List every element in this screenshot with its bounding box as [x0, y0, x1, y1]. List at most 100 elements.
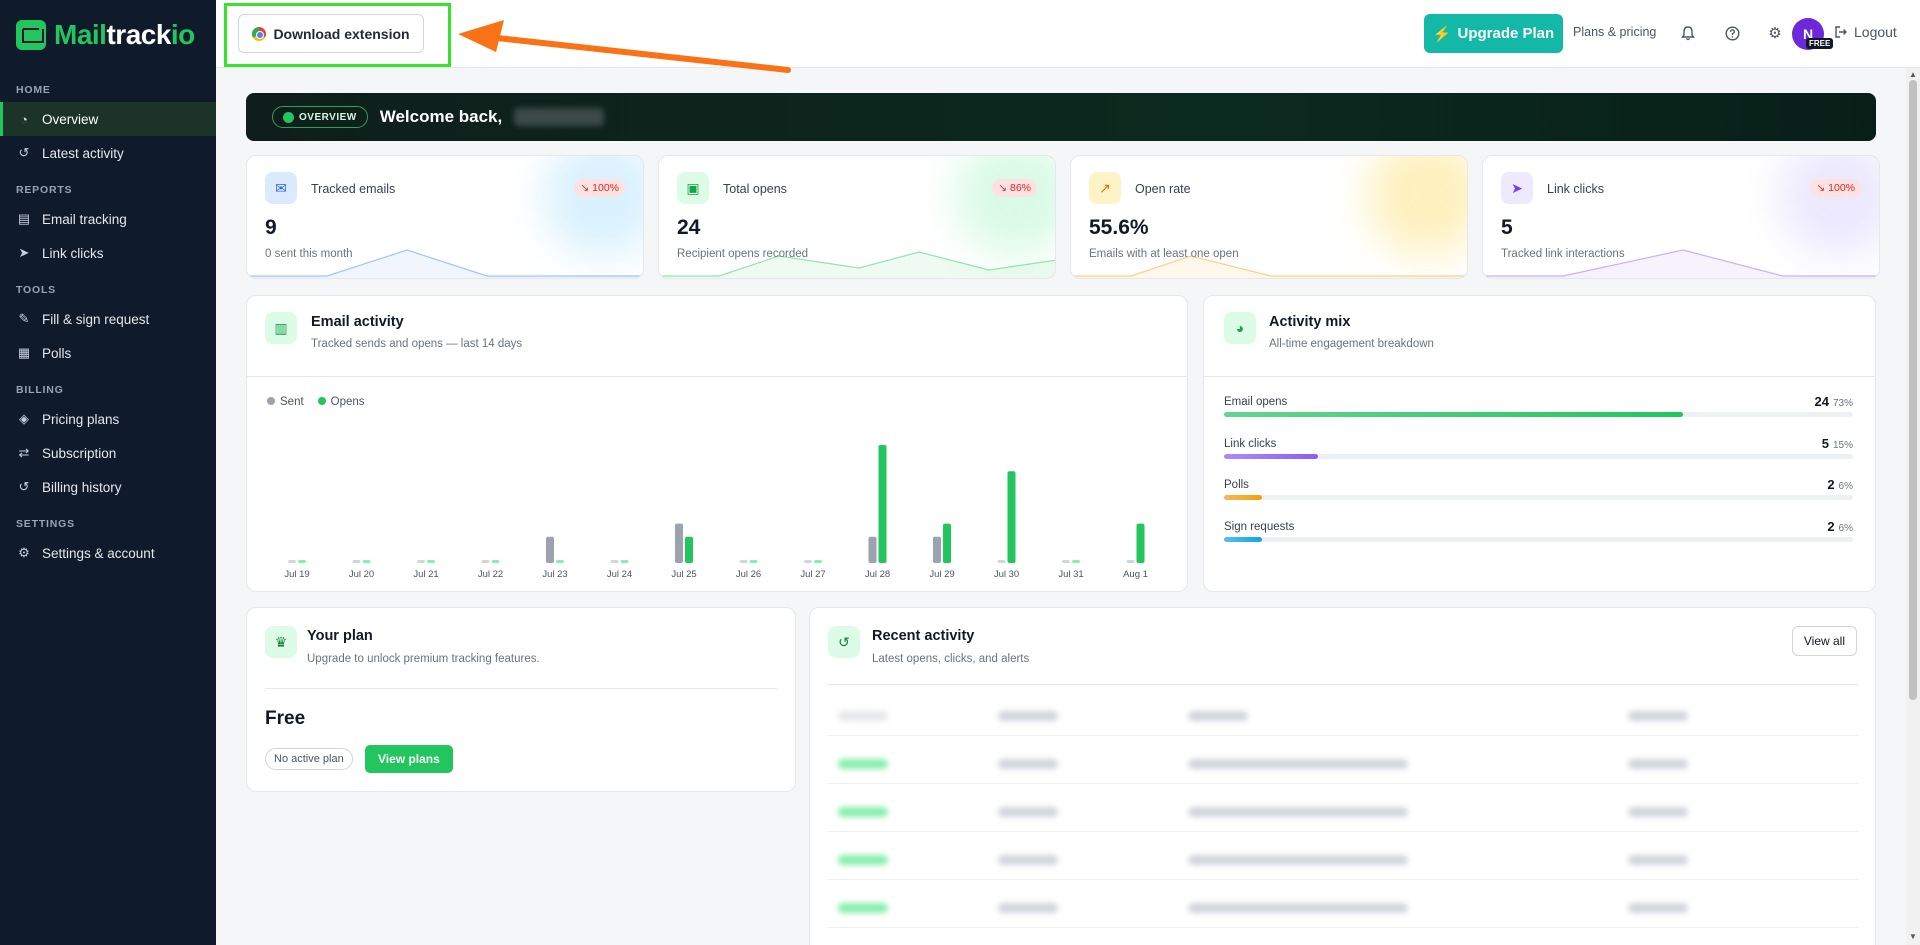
card-glow [543, 156, 643, 256]
help-icon[interactable] [1721, 22, 1743, 44]
table-row [828, 698, 1858, 736]
nav-section-title: SETTINGS [16, 518, 75, 530]
card-glow [1779, 156, 1879, 256]
gauge-icon [283, 111, 294, 123]
cursor-icon: ➤ [18, 245, 30, 260]
x-tick-label: Jul 21 [413, 569, 438, 580]
nav-section-title: REPORTS [16, 184, 73, 196]
mix-label: Link clicks [1224, 437, 1277, 450]
blurred-cell [998, 807, 1058, 817]
sidebar-item-label: Polls [42, 345, 72, 361]
chrome-icon [252, 26, 267, 41]
sidebar-item-label: Billing history [42, 479, 122, 495]
sidebar-item-email-tracking[interactable]: ▤ Email tracking [0, 202, 216, 236]
bar-sent-0[interactable] [288, 560, 296, 563]
sidebar-item-billing-history[interactable]: ↺ Billing history [0, 470, 216, 504]
view-all-button[interactable]: View all [1791, 626, 1857, 656]
stat-value: 55.6% [1089, 216, 1149, 239]
logout-button[interactable]: Logout [1834, 24, 1897, 40]
sidebar: Mailtrackio HOME ◔ Overview ↺ Latest activit… [0, 0, 216, 945]
sidebar-item-label: Settings & account [42, 545, 155, 561]
bar-opens-8[interactable] [814, 560, 822, 563]
settings-gear-icon[interactable]: ⚙ [1768, 25, 1782, 42]
table-row [828, 842, 1858, 880]
mix-row-sign-requests: Sign requests 2 6% [1224, 518, 1853, 542]
x-tick-label: Jul 29 [929, 569, 954, 580]
bar-sent-2[interactable] [417, 560, 425, 563]
bar-sent-3[interactable] [481, 560, 490, 563]
bar-opens-11[interactable] [1007, 471, 1016, 563]
blurred-cell [1188, 759, 1408, 769]
history-icon: ↺ [18, 479, 30, 494]
email-activity-card: ▥ Email activity Tracked sends and opens… [246, 295, 1188, 592]
sidebar-item-polls[interactable]: ▦ Polls [0, 336, 216, 370]
sidebar-item-latest-activity[interactable]: ↺ Latest activity [0, 136, 216, 170]
bar-opens-2[interactable] [427, 560, 435, 563]
bar-sent-10[interactable] [933, 536, 941, 563]
table-row [828, 794, 1858, 832]
bar-opens-4[interactable] [556, 560, 564, 563]
mix-value: 2 6% [1827, 518, 1853, 534]
bar-opens-9[interactable] [878, 445, 887, 563]
pie-chart-icon: ◕ [1224, 312, 1256, 344]
bar-opens-0[interactable] [298, 560, 306, 563]
blurred-cell [838, 855, 888, 865]
stat-subtext: Recipient opens recorded [677, 248, 809, 260]
recent-activity-subtitle: Latest opens, clicks, and alerts [872, 653, 1030, 665]
sidebar-item-label: Latest activity [42, 145, 124, 161]
mix-progress-fill [1224, 453, 1319, 459]
nav-section-title: HOME [16, 84, 51, 96]
sidebar-item-subscription[interactable]: ⇄ Subscription [0, 436, 216, 470]
stat-subtext: Tracked link interactions [1501, 248, 1625, 260]
bar-sent-13[interactable] [1126, 560, 1135, 563]
bar-sent-7[interactable] [739, 560, 748, 563]
sidebar-item-pricing-plans[interactable]: ◈ Pricing plans [0, 402, 216, 436]
blurred-cell [998, 759, 1058, 769]
upgrade-plan-button[interactable]: ⚡ Upgrade Plan [1424, 14, 1563, 53]
page-scrollbar[interactable]: ▲ ▼ [1906, 68, 1920, 945]
download-extension-button[interactable]: Download extension [238, 14, 424, 53]
bar-sent-1[interactable] [352, 560, 361, 563]
bar-opens-1[interactable] [362, 560, 371, 563]
mix-progress-fill [1224, 412, 1684, 417]
bar-opens-12[interactable] [1072, 560, 1080, 563]
blurred-cell [1628, 807, 1688, 817]
bar-opens-6[interactable] [685, 536, 693, 563]
bar-sent-5[interactable] [610, 560, 619, 563]
scroll-thumb[interactable] [1909, 80, 1917, 700]
bar-sent-9[interactable] [868, 536, 877, 563]
blurred-cell [838, 807, 888, 817]
bar-opens-5[interactable] [620, 560, 629, 563]
bar-opens-13[interactable] [1136, 523, 1145, 563]
sidebar-item-overview[interactable]: ◔ Overview [0, 102, 216, 136]
sidebar-item-link-clicks[interactable]: ➤ Link clicks [0, 236, 216, 270]
view-plans-button[interactable]: View plans [365, 745, 453, 773]
bar-sent-12[interactable] [1062, 560, 1070, 563]
sidebar-item-fill-sign-request[interactable]: ✎ Fill & sign request [0, 302, 216, 336]
sparkline [1071, 255, 1467, 278]
bell-icon[interactable] [1677, 22, 1699, 44]
scroll-up-arrow-icon[interactable]: ▲ [1909, 70, 1917, 79]
bar-opens-10[interactable] [943, 523, 951, 563]
scroll-down-arrow-icon[interactable]: ▼ [1909, 932, 1917, 941]
bar-sent-6[interactable] [675, 523, 683, 563]
mix-progress-fill [1224, 536, 1262, 542]
sidebar-item-settings-account[interactable]: ⚙ Settings & account [0, 536, 216, 570]
x-tick-label: Aug 1 [1123, 569, 1148, 580]
legend-sent: Sent [267, 396, 304, 408]
bar-sent-8[interactable] [804, 560, 812, 563]
stat-label: Tracked emails [311, 182, 396, 196]
history-icon: ↺ [18, 145, 30, 160]
bar-opens-7[interactable] [749, 560, 758, 563]
brand-logo[interactable]: Mailtrackio [0, 0, 216, 70]
stat-value: 24 [677, 216, 701, 239]
inbox-icon: ▤ [17, 211, 31, 226]
blurred-cell [838, 711, 888, 721]
download-extension-label: Download extension [273, 25, 410, 42]
bar-opens-3[interactable] [491, 560, 500, 563]
plans-pricing-link[interactable]: Plans & pricing [1573, 25, 1657, 39]
bar-sent-4[interactable] [546, 536, 554, 563]
activity-mix-subtitle: All-time engagement breakdown [1269, 338, 1434, 350]
sidebar-item-label: Fill & sign request [42, 311, 150, 327]
bar-sent-11[interactable] [997, 560, 1006, 563]
